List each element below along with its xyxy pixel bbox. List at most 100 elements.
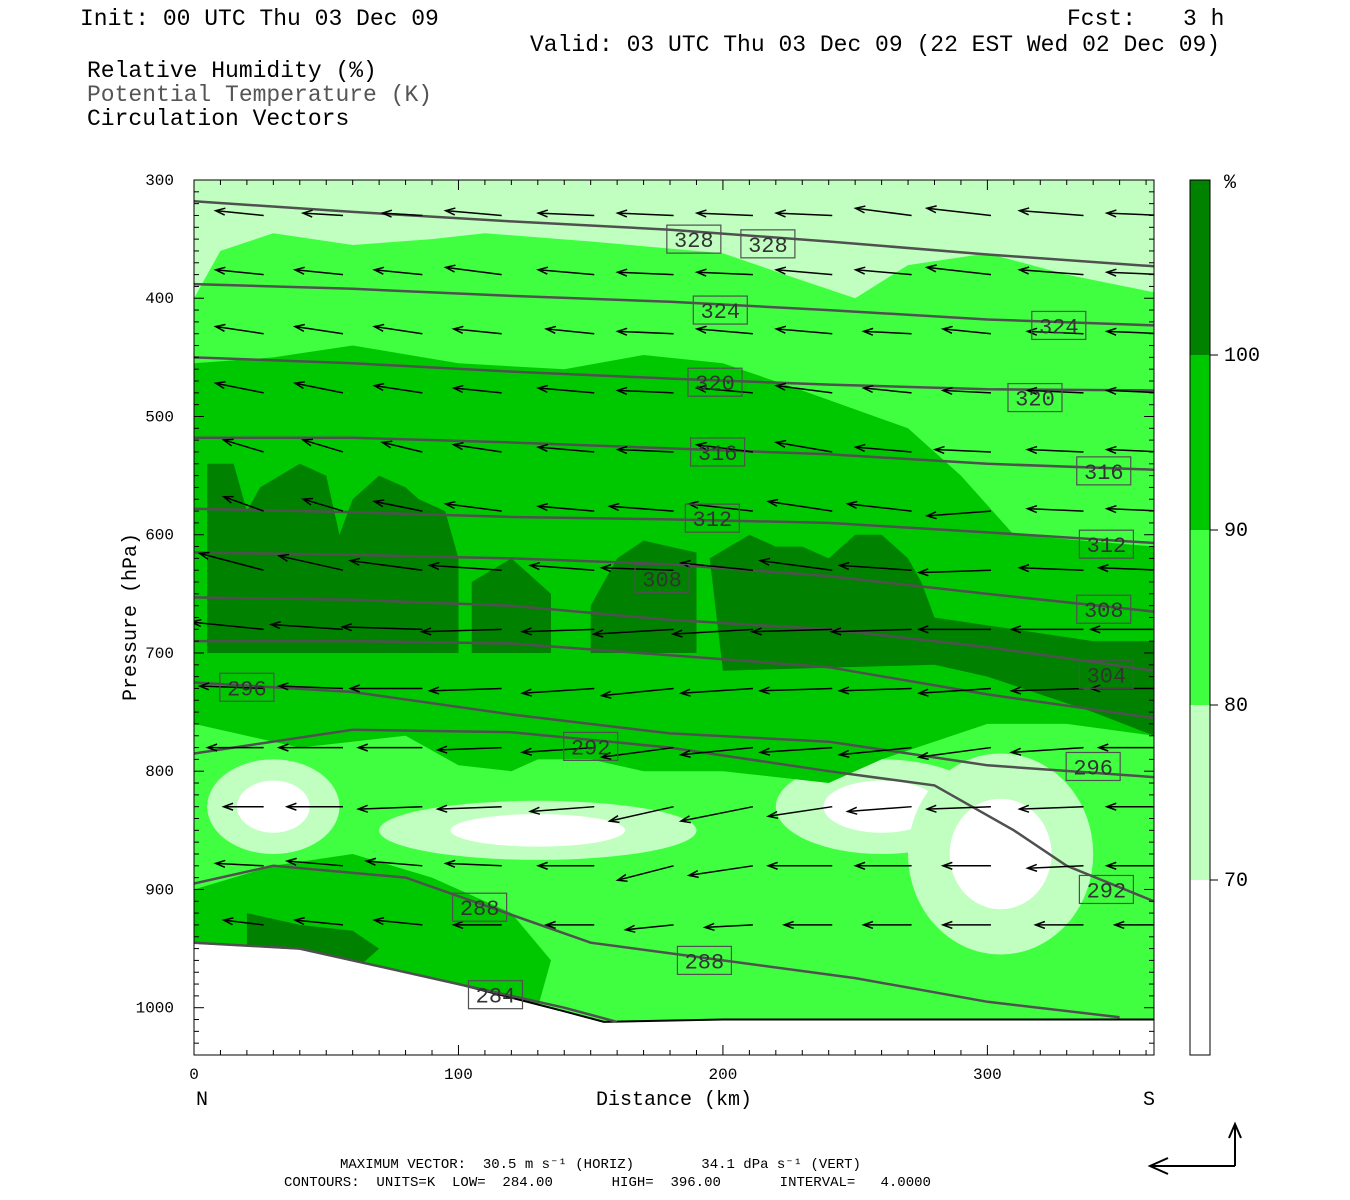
circulation-vector (1025, 327, 1084, 336)
theta-label-text: 316 (1084, 461, 1124, 486)
circulation-vector (443, 264, 502, 276)
circulation-vector (340, 623, 423, 632)
colorbar-frame (1189, 179, 1211, 1056)
theta-label-text: 304 (1087, 664, 1127, 689)
circulation-vector (932, 445, 991, 455)
rh-dry-core (949, 798, 1052, 910)
circulation-vector (292, 323, 344, 335)
x-left-end-label: N (196, 1089, 208, 1112)
circulation-vector (213, 207, 264, 217)
theta-label-text: 320 (1015, 388, 1055, 413)
circulation-vector (750, 627, 833, 636)
circulation-vector (221, 917, 264, 926)
circulation-vector (1025, 386, 1084, 395)
legend-rh: Relative Humidity (%) (87, 58, 377, 84)
circulation-vector (782, 920, 833, 930)
circulation-vector (916, 625, 991, 634)
theta-label-text: 316 (698, 442, 738, 467)
circulation-vector (292, 380, 344, 394)
circulation-vector (544, 325, 595, 335)
theta-label-text: 328 (748, 234, 788, 259)
circulation-vector (758, 686, 833, 695)
x-tick-label: 200 (709, 1066, 738, 1084)
theta-label: 312 (684, 503, 740, 533)
circulation-vector (694, 209, 753, 218)
circulation-vector (599, 563, 674, 573)
circulation-vector (774, 266, 833, 276)
y-axis-label: Pressure (hPa) (120, 533, 143, 701)
circulation-vector (221, 495, 264, 512)
theta-label-text: 324 (1039, 315, 1079, 340)
theta-label: 288 (676, 945, 733, 975)
colorbar-unit: % (1224, 172, 1237, 195)
y-tick-label: 700 (145, 645, 174, 663)
circulation-vector (1025, 445, 1084, 455)
circulation-vector (536, 209, 595, 218)
theta-label: 308 (634, 563, 690, 593)
circulation-vector (1033, 920, 1084, 930)
circulation-vector (940, 861, 991, 870)
circulation-vector (435, 745, 502, 754)
colorbar-segment (1190, 705, 1210, 880)
circulation-vector (348, 557, 423, 571)
circulation-vector (276, 743, 344, 752)
init-time: Init: 00 UTC Thu 03 Dec 09 (80, 6, 439, 32)
theta-label: 304 (1078, 659, 1134, 689)
circulation-vector (678, 746, 754, 758)
theta-label: 292 (1078, 874, 1134, 904)
circulation-vector (686, 865, 754, 879)
colorbar-label: 90 (1224, 520, 1248, 543)
colorbar-label: 100 (1224, 345, 1260, 368)
x-axis-label: Distance (km) (596, 1089, 752, 1112)
circulation-vector (197, 682, 264, 691)
theta-label-text: 308 (642, 568, 682, 593)
circulation-vector (1017, 266, 1084, 276)
circulation-vector (615, 327, 674, 336)
x-tick-label: 100 (444, 1066, 473, 1084)
circulation-vector (853, 443, 912, 453)
theta-label-text: 328 (674, 229, 714, 254)
circulation-vector (451, 384, 502, 394)
theta-contour-304 (194, 596, 1154, 672)
circulation-vector (837, 746, 912, 758)
theta-contour-292 (194, 728, 1154, 903)
colorbar-label: 80 (1224, 695, 1248, 718)
theta-label: 296 (219, 672, 275, 702)
circulation-vector (623, 924, 674, 933)
circulation-vector (451, 325, 502, 335)
circulation-vector (615, 445, 674, 455)
theta-contour-300 (194, 639, 1154, 720)
circulation-vector (766, 861, 833, 870)
theta-label-text: 284 (476, 985, 516, 1010)
theta-label-text: 324 (700, 300, 740, 325)
theta-label: 328 (666, 224, 722, 254)
circulation-vector (845, 805, 912, 815)
circulation-vector (451, 920, 502, 930)
rh-dry-core (236, 780, 310, 833)
circulation-vector (916, 746, 992, 761)
circulation-vector (427, 561, 502, 571)
circulation-vector (300, 438, 344, 453)
circulation-vector (853, 205, 912, 217)
circulation-vector (766, 805, 833, 820)
max-vector-note: MAXIMUM VECTOR: 30.5 m s⁻¹ (HORIZ) 34.1 … (340, 1157, 861, 1173)
circulation-vector (372, 382, 423, 394)
legend-vectors: Circulation Vectors (87, 106, 350, 132)
theta-label: 316 (690, 437, 746, 467)
y-tick-label: 800 (145, 763, 174, 781)
circulation-vector (300, 497, 344, 512)
circulation-vector (940, 325, 992, 335)
theta-label-text: 296 (227, 677, 267, 702)
y-tick-label: 600 (145, 527, 174, 545)
circulation-vector (268, 621, 344, 631)
theta-label: 316 (1076, 456, 1132, 486)
forecast-hours: 3 h (1183, 6, 1225, 32)
circulation-vector (1017, 207, 1084, 217)
theta-label: 320 (1007, 382, 1063, 413)
circulation-vector (837, 686, 912, 695)
theta-label-text: 308 (1084, 599, 1124, 624)
theta-label: 324 (1031, 310, 1087, 340)
circulation-vector (276, 682, 344, 691)
circulation-vector (1009, 746, 1084, 756)
circulation-vector (419, 627, 502, 636)
